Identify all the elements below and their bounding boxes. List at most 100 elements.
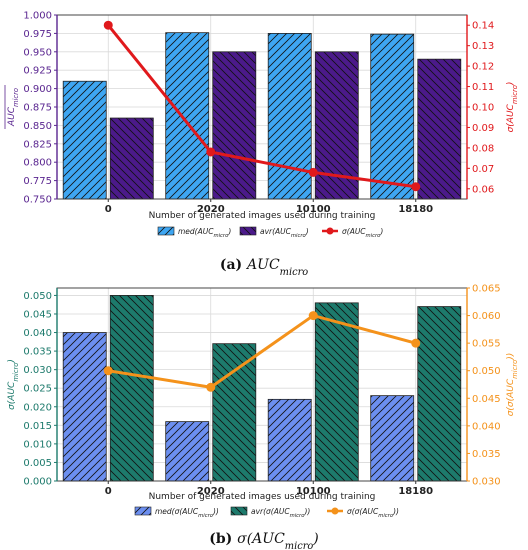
legend-post: ) <box>227 227 231 236</box>
line-sigma <box>107 24 416 189</box>
left-tick-label: 0.925 <box>23 66 52 77</box>
right-tick-label: 0.030 <box>472 477 501 488</box>
left-axis-label-main: AUC <box>7 106 17 127</box>
left-tick-label: 0.750 <box>23 195 52 206</box>
legend-swatch-1 <box>230 506 248 516</box>
left-axis-label-sub: micro <box>12 88 20 107</box>
legend-pre: σ( <box>342 227 351 236</box>
legend-pre: σ(σ( <box>347 507 363 516</box>
left-tick-label: 0.025 <box>23 384 52 395</box>
x-tick-label: 10100 <box>296 204 331 215</box>
right-tick-label: 0.12 <box>472 62 494 73</box>
left-axis-label-sub: micro <box>12 363 20 382</box>
panel-caption-text: σ(AUC <box>237 531 285 547</box>
legend-main: AUC <box>273 507 291 516</box>
panel-caption: (b) σ(AUCmicro) <box>209 531 319 550</box>
right-tick-label: 0.035 <box>472 449 501 460</box>
legend-sub: micro <box>366 233 381 239</box>
bar-med-18180 <box>370 395 415 482</box>
line-point-18180 <box>411 338 421 348</box>
legend-label-2: σ(σ(AUCmicro)) <box>347 507 399 519</box>
line-point-10100 <box>308 167 318 177</box>
right-tick-label: 0.065 <box>472 284 501 295</box>
bar-med-0 <box>62 80 107 200</box>
left-tick-label: 0.005 <box>23 458 52 469</box>
panel-caption-label: (b) <box>209 531 237 547</box>
legend-pre: avr(σ( <box>251 507 275 516</box>
right-tick-label: 0.14 <box>472 21 494 32</box>
left-tick-label: 0.775 <box>23 176 52 187</box>
legend-sub: micro <box>198 513 213 519</box>
left-axis-label: AUCmicro <box>7 88 20 127</box>
right-tick-label: 0.040 <box>472 421 501 432</box>
right-tick-label: 0.07 <box>472 164 494 175</box>
right-tick-label: 0.045 <box>472 394 501 405</box>
right-axis-label-end: )) <box>506 353 516 361</box>
panel-caption-text: AUC <box>245 257 280 273</box>
right-tick-label: 0.050 <box>472 366 501 377</box>
bar-avr-18180 <box>417 306 462 482</box>
x-tick-label: 10100 <box>296 486 331 497</box>
left-axis-label-end: ) <box>7 359 17 364</box>
legend-pre: med( <box>178 227 199 236</box>
chart-panel-auc-micro: 0.750 0.775 0.800 0.825 0.850 0.875 0.900 0.925… <box>4 11 519 278</box>
bar-med-2020 <box>165 32 210 200</box>
left-tick-label: 0.900 <box>23 84 52 95</box>
panel-caption-sub: micro <box>280 267 309 278</box>
x-tick-label: 0 <box>105 486 112 497</box>
right-tick-label: 0.055 <box>472 339 501 350</box>
legend-main: AUC <box>181 507 199 516</box>
legend-sub: micro <box>290 513 305 519</box>
bar-avr-2020 <box>212 51 257 200</box>
panel-caption-end: ) <box>312 531 318 547</box>
chart-panel-sigma-auc-micro: 0.000 0.005 0.010 0.015 0.020 0.025 0.030 0.035… <box>7 284 519 550</box>
x-tick-label: 2020 <box>197 204 225 215</box>
right-axis-label: σ(σ(AUCmicro)) <box>506 353 519 417</box>
left-tick-label: 0.045 <box>23 309 52 320</box>
legend-label-1: avr(σ(AUCmicro)) <box>251 507 310 519</box>
legend-swatch-0 <box>157 226 175 236</box>
legend-main: AUC <box>349 227 367 236</box>
x-tick-label: 2020 <box>197 486 225 497</box>
legend-post: )) <box>212 507 219 516</box>
bar-avr-0 <box>109 117 154 200</box>
legend-label-1: avr(AUCmicro) <box>260 227 309 239</box>
right-tick-label: 0.08 <box>472 143 494 154</box>
legend-marker <box>326 227 334 235</box>
left-tick-label: 0.035 <box>23 347 52 358</box>
right-tick-label: 0.09 <box>472 123 494 134</box>
legend-sub: micro <box>378 513 393 519</box>
right-axis-label-main: σ(σ(AUC <box>506 378 516 416</box>
line-point-10100 <box>308 311 318 321</box>
left-tick-label: 0.040 <box>23 328 52 339</box>
right-tick-label: 0.11 <box>472 82 494 93</box>
legend-post: ) <box>305 227 309 236</box>
line-point-2020 <box>206 382 216 392</box>
right-tick-label: 0.10 <box>472 103 494 114</box>
left-tick-label: 0.030 <box>23 365 52 376</box>
legend-swatch-0 <box>134 506 152 516</box>
legend-sub: micro <box>213 233 228 239</box>
bar-avr-0 <box>109 295 154 482</box>
legend: med(σ(AUCmicro)) avr(σ(AUCmicro)) σ(σ(AUCm… <box>134 506 399 519</box>
bar-avr-18180 <box>417 58 462 200</box>
panel-caption-sub: micro <box>285 541 314 550</box>
bar-med-10100 <box>267 33 312 200</box>
legend-main: AUC <box>197 227 215 236</box>
right-tick-label: 0.060 <box>472 311 501 322</box>
panel-caption: (a) AUCmicro <box>220 257 308 278</box>
right-tick-label: 0.06 <box>472 184 494 195</box>
right-axis-label-sub: micro <box>511 85 519 104</box>
legend-post: ) <box>379 227 383 236</box>
legend: med(AUCmicro) avr(AUCmicro) σ(AUCmicro) <box>157 226 383 239</box>
bar-avr-10100 <box>314 302 359 482</box>
left-tick-label: 0.800 <box>23 158 52 169</box>
line-point-0 <box>103 366 113 376</box>
left-tick-label: 0.020 <box>23 402 52 413</box>
bar-avr-2020 <box>212 343 257 482</box>
right-tick-label: 0.13 <box>472 41 494 52</box>
legend-swatch-1 <box>239 226 257 236</box>
panel-caption-label: (a) <box>220 257 247 273</box>
legend-main: AUC <box>274 227 292 236</box>
left-axis-label: σ(AUCmicro) <box>7 359 20 410</box>
